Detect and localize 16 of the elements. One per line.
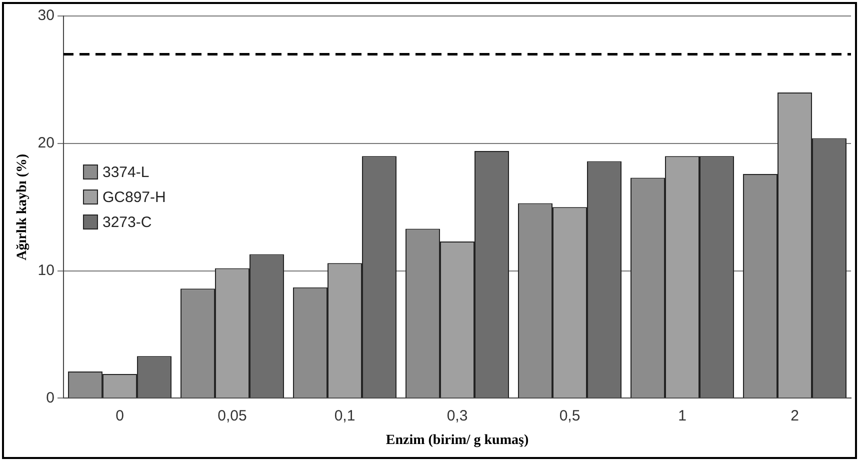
x-tick-label: 0 xyxy=(116,407,124,424)
legend-label: 3273-C xyxy=(102,214,152,232)
x-tick-label: 0,05 xyxy=(218,407,247,424)
legend-label: GC897-H xyxy=(102,189,166,206)
x-tick-label: 0,1 xyxy=(334,407,356,424)
y-tick-label: 0 xyxy=(46,389,54,406)
y-tick-label: 10 xyxy=(38,262,54,279)
legend-label: 3374-L xyxy=(102,164,150,182)
y-axis-title: Ağırlık kaybı (%) xyxy=(15,153,30,260)
x-tick-label: 1 xyxy=(678,407,686,424)
x-tick-label: 2 xyxy=(790,407,799,424)
x-tick-label: 0,5 xyxy=(559,407,580,424)
x-axis-title: Enzim (birim/ g kumaş) xyxy=(386,433,529,448)
y-tick-label: 30 xyxy=(38,7,54,24)
y-tick-label: 20 xyxy=(38,134,54,152)
x-tick-label: 0,3 xyxy=(446,407,468,424)
